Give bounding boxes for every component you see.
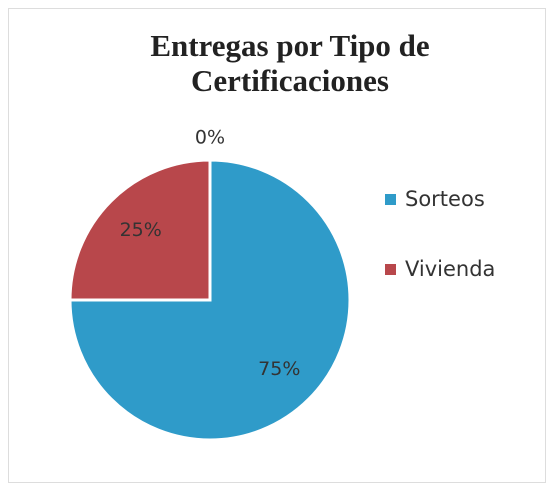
data-label: 25% (120, 219, 162, 241)
legend-swatch (385, 194, 396, 205)
pie-slice (68, 158, 212, 302)
chart-title: Entregas por Tipo de Certificaciones (150, 28, 430, 98)
chart-frame (8, 8, 546, 483)
legend-label: Sorteos (405, 187, 485, 211)
pie-slice (68, 158, 352, 442)
data-label: 75% (258, 358, 300, 380)
data-label: 0% (195, 127, 225, 149)
legend-label: Vivienda (405, 257, 496, 281)
legend-swatch (385, 264, 396, 275)
